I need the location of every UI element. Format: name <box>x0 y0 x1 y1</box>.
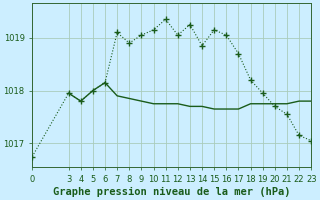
X-axis label: Graphe pression niveau de la mer (hPa): Graphe pression niveau de la mer (hPa) <box>53 186 291 197</box>
